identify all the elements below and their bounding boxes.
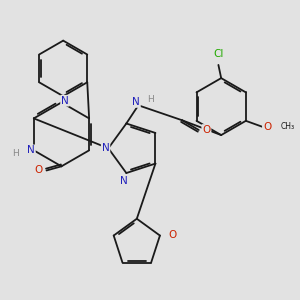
Text: N: N <box>102 143 110 153</box>
Text: H: H <box>12 148 19 158</box>
Text: O: O <box>168 230 176 240</box>
Text: N: N <box>61 96 69 106</box>
Text: H: H <box>147 95 154 104</box>
Text: N: N <box>120 176 128 186</box>
Text: Cl: Cl <box>213 49 224 59</box>
Text: O: O <box>34 166 42 176</box>
Text: O: O <box>263 122 271 132</box>
Text: N: N <box>132 97 140 107</box>
Text: O: O <box>202 125 211 135</box>
Text: CH₃: CH₃ <box>280 122 294 131</box>
Text: N: N <box>27 145 35 155</box>
